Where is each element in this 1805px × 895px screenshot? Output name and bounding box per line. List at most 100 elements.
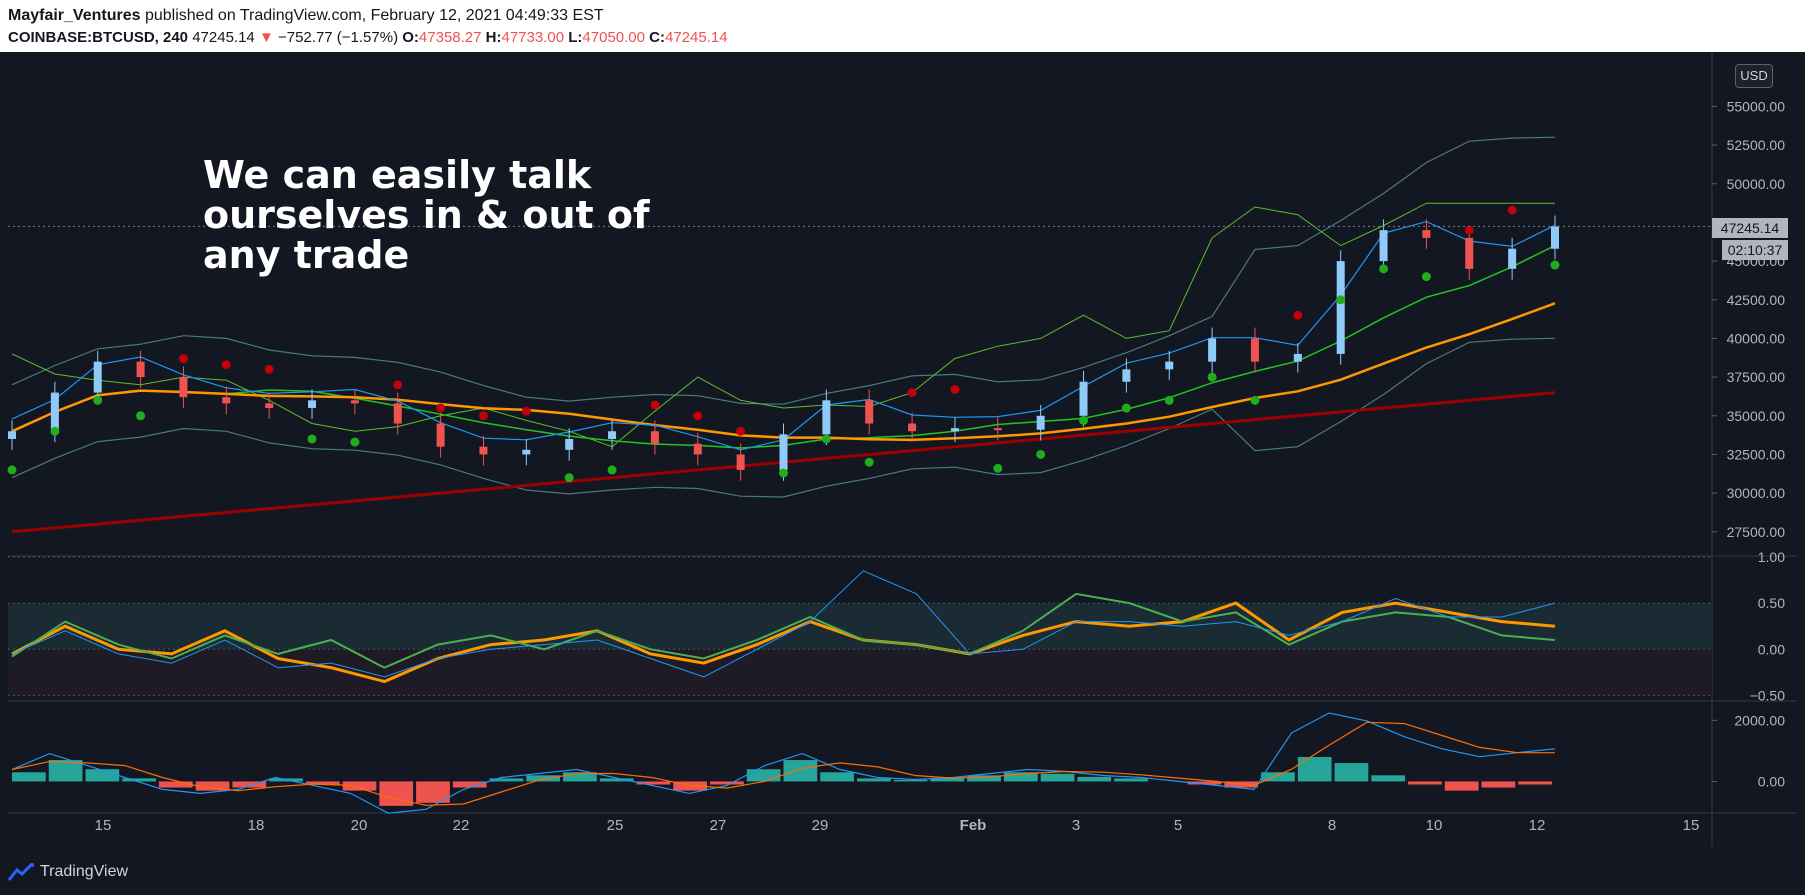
price-tick-label: 50000.00 <box>1727 176 1786 192</box>
time-tick-label: Feb <box>960 817 987 834</box>
macd-histogram-bar <box>305 781 340 785</box>
macd-histogram-bar <box>85 769 120 782</box>
oscillator-line <box>11 601 1556 684</box>
open-value: 47358.27 <box>418 29 482 46</box>
parabolic-sar-dot <box>436 403 446 413</box>
oscillator-tick-label: −0.50 <box>1750 687 1786 703</box>
candle <box>1293 353 1302 362</box>
brand-label: TradingView <box>40 863 129 880</box>
macd-histogram-bar <box>1003 772 1038 782</box>
price-tick-label: 30000.00 <box>1727 485 1786 501</box>
bollinger-lower <box>11 337 1556 498</box>
parabolic-sar-dot <box>221 360 231 370</box>
candle <box>1508 248 1517 269</box>
macd-line <box>11 712 1556 814</box>
candle <box>1122 369 1131 382</box>
time-tick-label: 15 <box>1683 817 1700 834</box>
macd-histogram-bar <box>1334 763 1369 782</box>
publisher-name[interactable]: Mayfair_Ventures <box>8 7 141 24</box>
candle <box>222 397 231 404</box>
macd-histogram-bar <box>1444 781 1479 791</box>
macd-histogram-bar <box>1408 781 1442 785</box>
time-tick-label: 27 <box>710 817 727 834</box>
high-label: H: <box>485 29 502 46</box>
parabolic-sar-dot <box>1250 395 1260 405</box>
macd-histogram-bar <box>1518 781 1552 785</box>
price-tick-label: 37500.00 <box>1727 369 1786 385</box>
parabolic-sar-dot <box>1550 260 1560 270</box>
parabolic-sar-dot <box>1207 372 1217 382</box>
time-tick-label: 25 <box>607 817 624 834</box>
time-tick-label: 5 <box>1174 817 1182 834</box>
symbol-line: COINBASE:BTCUSD, 240 47245.14 ▼ −752.77 … <box>8 29 728 46</box>
parabolic-sar-dot <box>864 457 874 467</box>
open-label: O: <box>402 29 419 46</box>
high-value: 47733.00 <box>501 29 565 46</box>
last-price-tag: 47245.14 <box>1712 218 1788 238</box>
macd-signal-line <box>11 721 1555 806</box>
tradingview-brand[interactable]: TradingView <box>8 860 128 884</box>
time-tick-label: 20 <box>351 817 368 834</box>
parabolic-sar-dot <box>1379 264 1389 274</box>
currency-badge[interactable]: USD <box>1735 64 1773 88</box>
low-value: 47050.00 <box>582 29 645 46</box>
parabolic-sar-dot <box>1121 403 1131 413</box>
symbol[interactable]: COINBASE:BTCUSD, 240 <box>8 29 189 46</box>
macd-histogram-bar <box>1297 757 1332 782</box>
parabolic-sar-dot <box>993 463 1003 473</box>
candle <box>650 431 659 444</box>
macd-histogram-bar <box>1114 778 1148 782</box>
candle <box>436 423 445 447</box>
candle <box>265 403 274 409</box>
oscillator-line <box>11 592 1556 669</box>
price-change: −752.77 (−1.57%) <box>277 29 399 46</box>
time-tick-label: 29 <box>812 817 829 834</box>
macd-histogram-bar <box>232 781 267 788</box>
candle <box>565 438 574 450</box>
candle <box>393 403 402 424</box>
candle <box>479 446 488 455</box>
parabolic-sar-dot <box>779 468 788 478</box>
price-tick-label: 42500.00 <box>1727 292 1786 308</box>
macd-histogram-bar <box>783 760 818 782</box>
candle <box>1208 338 1217 362</box>
parabolic-sar-dot <box>7 465 17 475</box>
macd-tick-label: 2000.00 <box>1734 712 1785 728</box>
parabolic-sar-dot <box>1421 272 1431 282</box>
macd-histogram-bar <box>746 769 781 782</box>
macd-histogram-bar <box>1371 775 1406 782</box>
candle <box>908 423 917 432</box>
time-tick-label: 22 <box>453 817 470 834</box>
macd-histogram-bar <box>820 772 854 782</box>
macd-histogram-bar <box>526 775 561 782</box>
candle <box>308 400 317 409</box>
macd-histogram-bar <box>12 772 46 782</box>
candle <box>136 361 145 378</box>
candle <box>950 428 959 432</box>
macd-histogram-bar <box>1077 776 1112 782</box>
macd-histogram-bar <box>122 778 156 782</box>
price-tick-label: 52500.00 <box>1727 137 1786 153</box>
candle <box>1379 230 1388 262</box>
parabolic-sar-dot <box>307 434 317 444</box>
macd-histogram-bar <box>158 781 193 788</box>
macd-histogram-bar <box>710 781 744 785</box>
parabolic-sar-dot <box>1293 310 1303 320</box>
parabolic-sar-dot <box>1464 225 1474 235</box>
time-tick-label: 15 <box>95 817 112 834</box>
oscillator-tick-label: 0.00 <box>1758 641 1785 657</box>
candle <box>779 434 788 470</box>
parabolic-sar-dot <box>521 406 531 416</box>
macd-histogram-bar <box>893 779 928 782</box>
candle <box>865 400 874 424</box>
macd-histogram-bar <box>1040 773 1075 782</box>
macd-histogram-bar <box>636 781 671 785</box>
parabolic-sar-dot <box>1079 415 1089 425</box>
countdown-tag: 02:10:37 <box>1722 240 1788 260</box>
time-tick-label: 8 <box>1328 817 1336 834</box>
candle <box>1336 261 1345 354</box>
macd-histogram-bar <box>1481 781 1516 788</box>
candle <box>608 431 617 439</box>
macd-histogram-bar <box>856 778 891 782</box>
